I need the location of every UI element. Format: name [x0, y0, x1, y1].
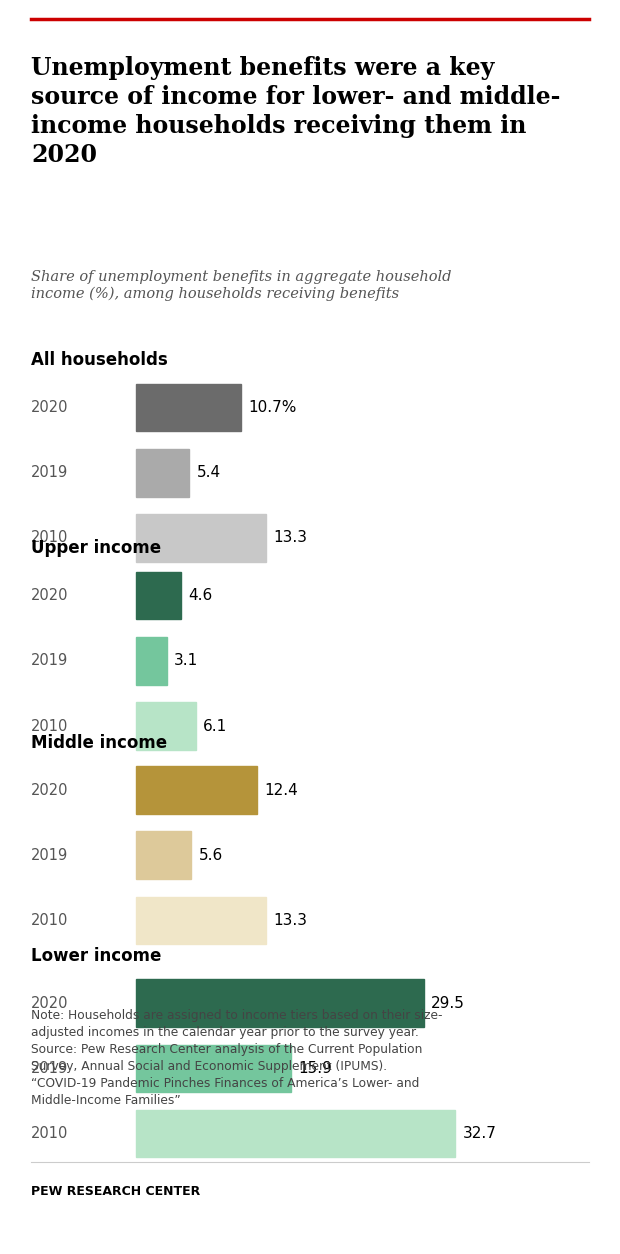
Text: 10.7%: 10.7%: [248, 400, 296, 415]
Text: 2019: 2019: [31, 653, 68, 668]
Text: Lower income: Lower income: [31, 947, 161, 964]
Text: 2019: 2019: [31, 848, 68, 863]
Bar: [136, 897, 266, 944]
Text: 32.7: 32.7: [463, 1126, 496, 1141]
Bar: [136, 1045, 291, 1092]
Text: 6.1: 6.1: [203, 719, 228, 734]
Text: 2010: 2010: [31, 913, 68, 928]
Text: Share of unemployment benefits in aggregate household
income (%), among househol: Share of unemployment benefits in aggreg…: [31, 270, 451, 301]
Text: 3.1: 3.1: [174, 653, 198, 668]
Bar: [136, 384, 241, 431]
Text: 2010: 2010: [31, 719, 68, 734]
Bar: [136, 637, 167, 685]
Text: 13.3: 13.3: [273, 913, 308, 928]
Bar: [136, 1110, 455, 1157]
Text: PEW RESEARCH CENTER: PEW RESEARCH CENTER: [31, 1185, 200, 1198]
Text: 2019: 2019: [31, 1061, 68, 1076]
Text: 12.4: 12.4: [265, 782, 298, 798]
Text: 15.9: 15.9: [299, 1061, 332, 1076]
Text: Unemployment benefits were a key
source of income for lower- and middle-
income : Unemployment benefits were a key source …: [31, 56, 560, 167]
Bar: [136, 572, 181, 619]
Text: Middle income: Middle income: [31, 734, 167, 751]
Text: 2019: 2019: [31, 465, 68, 480]
Bar: [136, 766, 257, 814]
Text: 2020: 2020: [31, 996, 68, 1011]
Text: 4.6: 4.6: [188, 588, 213, 603]
Text: 13.3: 13.3: [273, 530, 308, 545]
Bar: [136, 449, 189, 497]
Bar: [136, 514, 266, 562]
Text: Upper income: Upper income: [31, 539, 161, 557]
Text: 2020: 2020: [31, 588, 68, 603]
Bar: [136, 979, 424, 1027]
Bar: [136, 831, 191, 879]
Text: 5.6: 5.6: [198, 848, 223, 863]
Text: All households: All households: [31, 351, 168, 369]
Text: 5.4: 5.4: [197, 465, 221, 480]
Bar: [136, 702, 196, 750]
Text: 2010: 2010: [31, 1126, 68, 1141]
Text: 2020: 2020: [31, 400, 68, 415]
Text: 2010: 2010: [31, 530, 68, 545]
Text: Note: Households are assigned to income tiers based on their size-
adjusted inco: Note: Households are assigned to income …: [31, 1009, 443, 1107]
Text: 2020: 2020: [31, 782, 68, 798]
Text: 29.5: 29.5: [432, 996, 465, 1011]
